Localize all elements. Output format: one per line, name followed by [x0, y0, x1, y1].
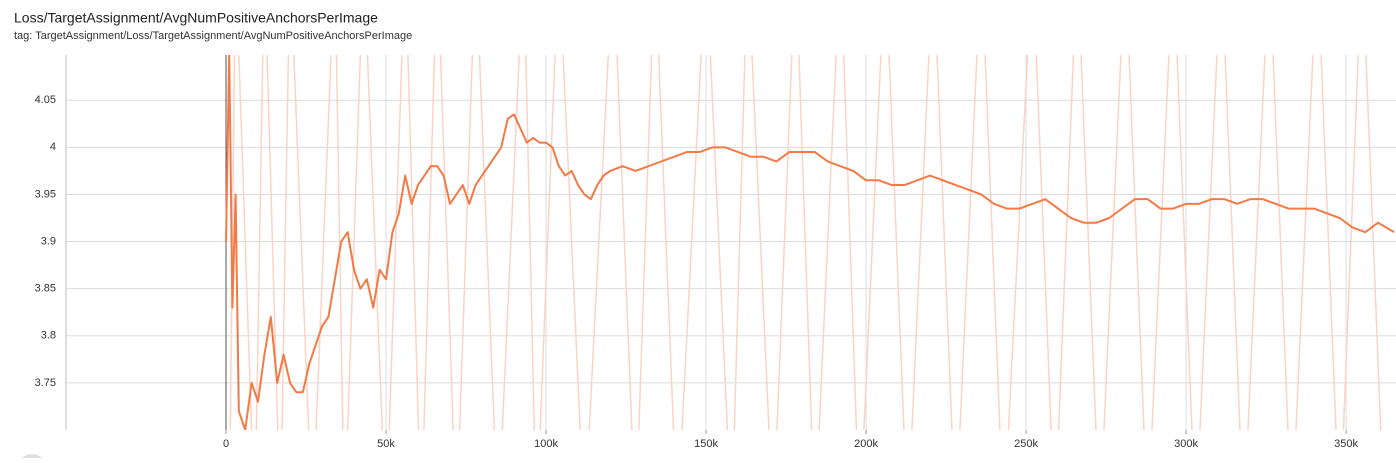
x-tick-label: 50k	[377, 438, 395, 450]
y-tick-label: 3.75	[35, 377, 56, 389]
x-tick-label: 350k	[1334, 438, 1358, 450]
axis-labels: 3.75 3.8 3.85 3.9 3.95 4 4.05 0 50k 100k 150k 200k 2…	[35, 94, 1359, 450]
series-line	[225, 55, 1395, 430]
x-tick-label: 250k	[1014, 438, 1038, 450]
y-tick-label: 4	[50, 141, 56, 153]
y-tick-label: 3.8	[41, 330, 56, 342]
grid	[66, 55, 1396, 430]
plot-area	[225, 55, 1395, 430]
x-tick-label: 300k	[1174, 438, 1198, 450]
y-tick-label: 3.85	[35, 283, 56, 295]
x-tick-label: 100k	[534, 438, 558, 450]
chart-subtitle: tag: TargetAssignment/Loss/TargetAssignm…	[14, 30, 412, 42]
y-tick-label: 3.95	[35, 188, 56, 200]
series-line	[229, 55, 1382, 430]
x-tick-label: 0	[223, 438, 229, 450]
chart-title: Loss/TargetAssignment/AvgNumPositiveAnch…	[14, 10, 378, 26]
y-tick-label: 4.05	[35, 94, 56, 106]
x-tick-label: 150k	[694, 438, 718, 450]
decoration	[17, 454, 47, 463]
x-tick-label: 200k	[854, 438, 878, 450]
y-tick-label: 3.9	[41, 235, 56, 247]
